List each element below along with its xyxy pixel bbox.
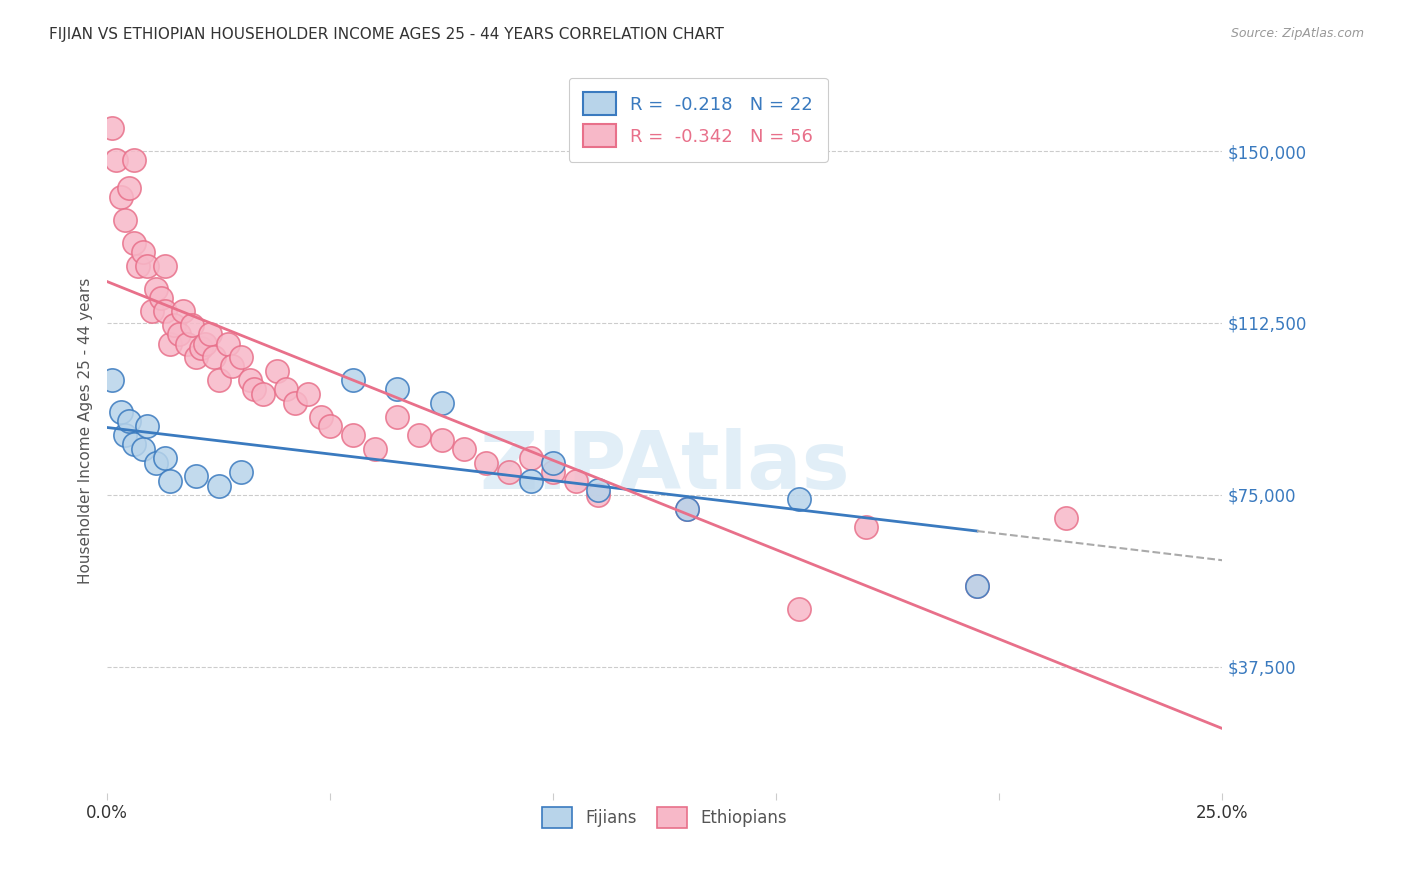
Point	[118, 180, 141, 194]
Point	[311, 409, 333, 424]
Point	[159, 336, 181, 351]
Point	[110, 190, 132, 204]
Point	[475, 456, 498, 470]
Point	[266, 364, 288, 378]
Point	[136, 419, 159, 434]
Point	[114, 212, 136, 227]
Point	[430, 433, 453, 447]
Point	[430, 396, 453, 410]
Text: FIJIAN VS ETHIOPIAN HOUSEHOLDER INCOME AGES 25 - 44 YEARS CORRELATION CHART: FIJIAN VS ETHIOPIAN HOUSEHOLDER INCOME A…	[49, 27, 724, 42]
Point	[202, 351, 225, 365]
Point	[132, 244, 155, 259]
Point	[252, 387, 274, 401]
Point	[787, 602, 810, 616]
Point	[676, 501, 699, 516]
Point	[163, 318, 186, 333]
Point	[586, 483, 609, 498]
Point	[229, 351, 252, 365]
Point	[149, 291, 172, 305]
Point	[229, 465, 252, 479]
Point	[274, 382, 297, 396]
Point	[198, 327, 221, 342]
Text: Source: ZipAtlas.com: Source: ZipAtlas.com	[1230, 27, 1364, 40]
Point	[239, 373, 262, 387]
Point	[385, 409, 408, 424]
Point	[122, 153, 145, 168]
Point	[1054, 510, 1077, 524]
Point	[153, 451, 176, 466]
Point	[498, 465, 520, 479]
Text: ZIPAtlas: ZIPAtlas	[479, 428, 851, 506]
Point	[118, 414, 141, 428]
Point	[564, 474, 586, 488]
Point	[541, 456, 564, 470]
Point	[217, 336, 239, 351]
Y-axis label: Householder Income Ages 25 - 44 years: Householder Income Ages 25 - 44 years	[79, 277, 93, 583]
Point	[283, 396, 305, 410]
Point	[194, 336, 217, 351]
Point	[966, 579, 988, 593]
Point	[676, 501, 699, 516]
Point	[342, 428, 364, 442]
Point	[100, 121, 122, 136]
Point	[586, 488, 609, 502]
Point	[243, 382, 266, 396]
Point	[221, 359, 243, 374]
Point	[208, 478, 231, 492]
Point	[190, 341, 212, 355]
Point	[127, 259, 149, 273]
Point	[787, 492, 810, 507]
Point	[145, 281, 167, 295]
Point	[122, 437, 145, 451]
Point	[122, 235, 145, 250]
Point	[145, 456, 167, 470]
Point	[153, 304, 176, 318]
Point	[172, 304, 194, 318]
Point	[520, 474, 543, 488]
Point	[186, 351, 208, 365]
Point	[159, 474, 181, 488]
Point	[153, 259, 176, 273]
Point	[186, 469, 208, 483]
Point	[176, 336, 198, 351]
Point	[180, 318, 202, 333]
Point	[966, 579, 988, 593]
Point	[132, 442, 155, 456]
Point	[541, 465, 564, 479]
Point	[110, 405, 132, 419]
Legend: Fijians, Ethiopians: Fijians, Ethiopians	[536, 800, 794, 835]
Point	[453, 442, 475, 456]
Point	[364, 442, 387, 456]
Point	[100, 373, 122, 387]
Point	[385, 382, 408, 396]
Point	[297, 387, 319, 401]
Point	[319, 419, 342, 434]
Point	[141, 304, 163, 318]
Point	[408, 428, 430, 442]
Point	[855, 520, 877, 534]
Point	[114, 428, 136, 442]
Point	[520, 451, 543, 466]
Point	[208, 373, 231, 387]
Point	[342, 373, 364, 387]
Point	[105, 153, 128, 168]
Point	[167, 327, 190, 342]
Point	[136, 259, 159, 273]
